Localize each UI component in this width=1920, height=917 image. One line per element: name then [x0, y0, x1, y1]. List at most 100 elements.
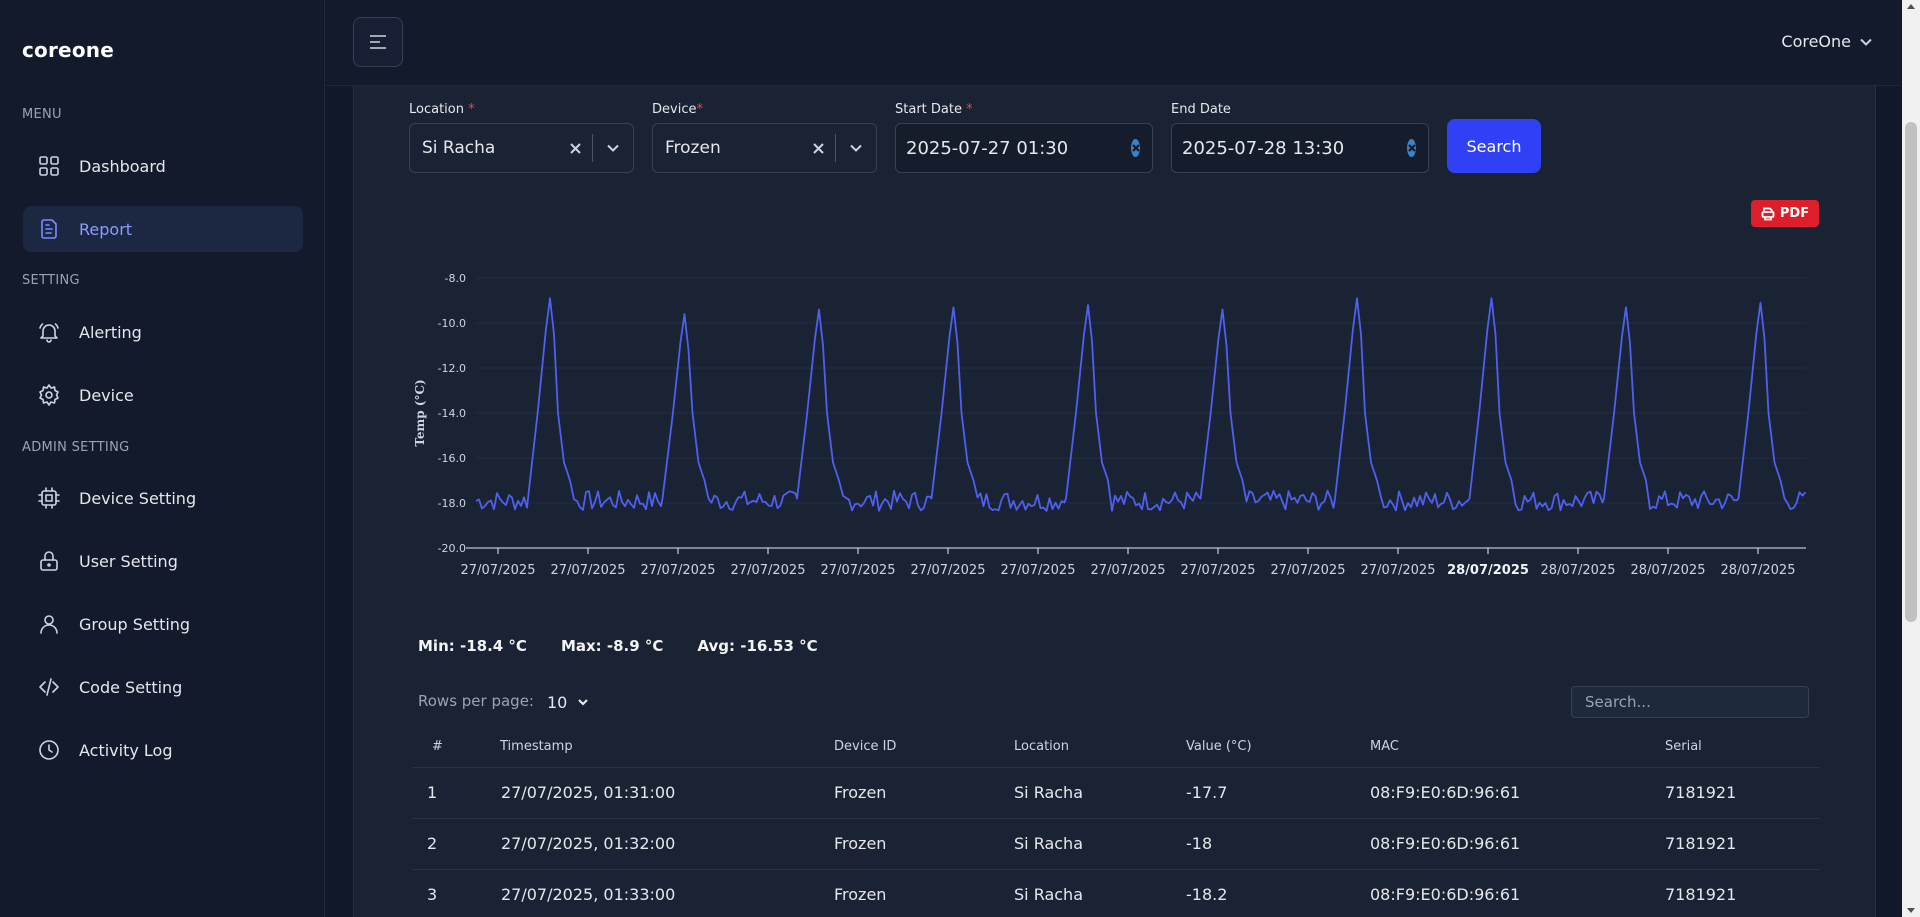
start-date-input[interactable] — [896, 137, 1131, 159]
table-row: 1 27/07/2025, 01:31:00 Frozen Si Racha -… — [412, 767, 1820, 819]
col-timestamp[interactable]: Timestamp — [500, 726, 834, 768]
table-row: 3 27/07/2025, 01:33:00 Frozen Si Racha -… — [412, 869, 1820, 917]
col-index[interactable]: # — [412, 726, 500, 768]
x-tick-label: 28/07/2025 — [1447, 563, 1529, 578]
x-tick-label: 28/07/2025 — [1631, 563, 1706, 578]
scroll-down-arrow-icon[interactable] — [1907, 908, 1915, 913]
pdf-export-button[interactable]: PDF — [1751, 200, 1819, 227]
rows-per-page-select[interactable]: 10 — [537, 688, 597, 716]
chevron-down-icon — [607, 144, 619, 152]
device-label: Device* — [652, 102, 703, 117]
sidebar-item-label: Group Setting — [79, 614, 191, 634]
sidebar-item-group-setting[interactable]: Group Setting — [23, 601, 303, 647]
table-search-input[interactable] — [1571, 686, 1809, 718]
sidebar-item-label: Device — [79, 385, 134, 405]
sidebar-item-alerting[interactable]: Alerting — [23, 309, 303, 355]
section-title-admin-setting: ADMIN SETTING — [22, 440, 130, 455]
brand-logo[interactable]: coreone — [22, 38, 114, 62]
x-tick-label: 27/07/2025 — [731, 563, 806, 578]
cell-serial: 7181921 — [1665, 767, 1820, 819]
cell-location: Si Racha — [1014, 767, 1186, 819]
cell-device-id: Frozen — [834, 767, 1014, 819]
col-serial[interactable]: Serial — [1665, 726, 1820, 768]
col-location[interactable]: Location — [1014, 726, 1186, 768]
location-select[interactable]: Si Racha — [409, 123, 634, 173]
chevron-down-icon — [850, 144, 862, 152]
end-date-field[interactable] — [1171, 123, 1429, 173]
bell-icon — [37, 320, 61, 344]
close-icon — [1131, 144, 1140, 152]
location-clear-button[interactable] — [558, 142, 592, 155]
stats-summary: Min: -18.4 °C Max: -8.9 °C Avg: -16.53 °… — [418, 637, 818, 655]
device-select[interactable]: Frozen — [652, 123, 877, 173]
cell-index: 2 — [412, 818, 500, 870]
col-mac[interactable]: MAC — [1370, 726, 1665, 768]
location-dropdown-button[interactable] — [593, 141, 633, 155]
y-tick-label: -20.0 — [438, 542, 466, 555]
select-divider — [835, 134, 836, 162]
user-icon — [37, 612, 61, 636]
user-menu[interactable]: CoreOne — [1781, 32, 1873, 51]
x-tick-label: 27/07/2025 — [1091, 563, 1166, 578]
cell-value: -18 — [1186, 818, 1370, 870]
cell-location: Si Racha — [1014, 818, 1186, 870]
temperature-chart: -8.0 -10.0 -12.0 -14.0 -16.0 -18.0 -20.0 Temp (… — [413, 272, 1807, 578]
select-divider — [592, 134, 593, 162]
menu-toggle-button[interactable] — [353, 17, 403, 67]
scroll-up-arrow-icon[interactable] — [1907, 4, 1915, 9]
x-tick-label: 28/07/2025 — [1541, 563, 1616, 578]
x-tick-label: 28/07/2025 — [1721, 563, 1796, 578]
sidebar: coreone MENU Dashboard Report SETTING Al… — [0, 0, 325, 917]
lock-icon — [37, 549, 61, 573]
sidebar-item-dashboard[interactable]: Dashboard — [23, 143, 303, 189]
sidebar-item-label: Alerting — [79, 322, 142, 342]
table-header-row: # Timestamp Device ID Location Value (°C… — [412, 726, 1820, 768]
hamburger-icon — [370, 35, 386, 49]
chevron-down-icon — [578, 699, 589, 706]
page-scrollbar[interactable] — [1902, 0, 1920, 917]
section-title-menu: MENU — [22, 107, 62, 122]
cell-value: -17.7 — [1186, 767, 1370, 819]
x-tick-label: 27/07/2025 — [1361, 563, 1436, 578]
x-tick-label: 27/07/2025 — [461, 563, 536, 578]
col-device-id[interactable]: Device ID — [834, 726, 1014, 768]
code-icon — [37, 675, 61, 699]
end-date-label: End Date — [1171, 102, 1231, 117]
sidebar-item-user-setting[interactable]: User Setting — [23, 538, 303, 584]
sidebar-item-device-setting[interactable]: Device Setting — [23, 475, 303, 521]
chevron-down-icon — [1860, 38, 1872, 46]
clock-icon — [37, 738, 61, 762]
location-value: Si Racha — [422, 138, 496, 158]
cell-index: 3 — [412, 869, 500, 917]
sidebar-item-activity-log[interactable]: Activity Log — [23, 727, 303, 773]
section-title-setting: SETTING — [22, 273, 80, 288]
sidebar-item-report[interactable]: Report — [23, 206, 303, 252]
device-clear-button[interactable] — [801, 142, 835, 155]
x-tick-label: 27/07/2025 — [821, 563, 896, 578]
start-date-label: Start Date * — [895, 102, 973, 117]
grid-icon — [37, 154, 61, 178]
rows-per-page-label: Rows per page: — [418, 692, 534, 710]
start-date-field[interactable] — [895, 123, 1153, 173]
cell-timestamp: 27/07/2025, 01:33:00 — [500, 869, 834, 917]
search-button[interactable]: Search — [1447, 119, 1541, 173]
close-icon — [569, 142, 581, 154]
device-dropdown-button[interactable] — [836, 141, 876, 155]
scrollbar-thumb[interactable] — [1905, 122, 1917, 622]
chip-icon — [37, 486, 61, 510]
sidebar-item-device[interactable]: Device — [23, 372, 303, 418]
col-value[interactable]: Value (°C) — [1186, 726, 1370, 768]
x-tick-label: 27/07/2025 — [911, 563, 986, 578]
end-date-clear-button[interactable] — [1407, 139, 1416, 157]
pdf-icon — [1761, 207, 1775, 220]
y-tick-label: -12.0 — [438, 362, 466, 375]
temperature-series-line — [475, 297, 1807, 512]
end-date-input[interactable] — [1172, 137, 1407, 159]
cell-mac: 08:F9:E0:6D:96:61 — [1370, 818, 1665, 870]
cell-mac: 08:F9:E0:6D:96:61 — [1370, 869, 1665, 917]
y-tick-label: -8.0 — [445, 272, 466, 285]
start-date-clear-button[interactable] — [1131, 139, 1140, 157]
sidebar-item-code-setting[interactable]: Code Setting — [23, 664, 303, 710]
table-row: 2 27/07/2025, 01:32:00 Frozen Si Racha -… — [412, 818, 1820, 870]
